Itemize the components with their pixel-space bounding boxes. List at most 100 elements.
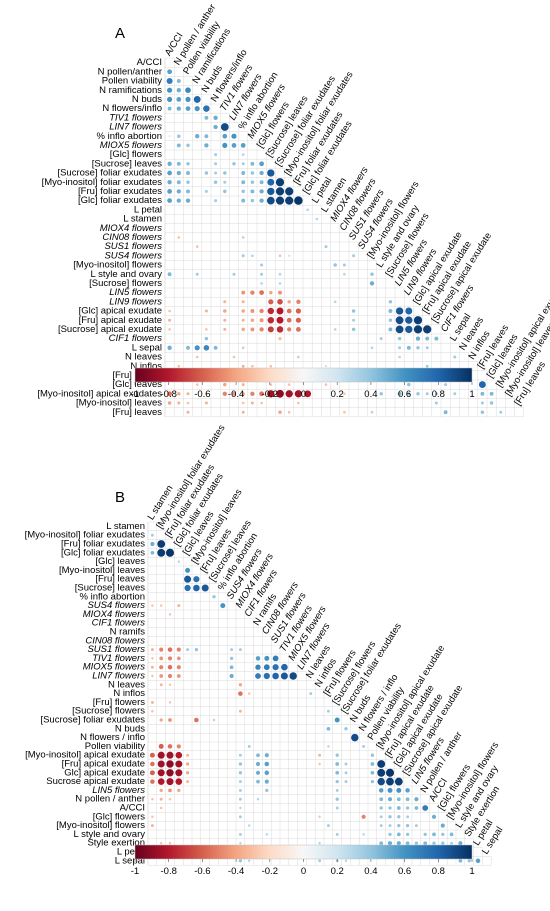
panel-a-corr-cell	[176, 79, 181, 83]
panel-a-corr-cell	[241, 410, 245, 414]
panel-b-corr-cell	[157, 540, 166, 548]
panel-b-colorbar	[134, 844, 473, 860]
panel-b-corr-cell	[168, 718, 172, 722]
panel-a-corr-cell	[250, 309, 255, 313]
panel-b-corr-cell	[388, 806, 392, 810]
panel-b-corr-cell	[265, 833, 269, 836]
panel-b-row-label-glc-leaves: [Glc] leaves	[95, 556, 145, 567]
panel-b-corr-cell	[255, 770, 261, 775]
panel-b-corr-cell	[159, 647, 164, 652]
panel-b-corr-cell	[318, 815, 321, 819]
panel-b-corr-cell	[151, 674, 154, 678]
panel-b-corr-cell	[159, 665, 164, 670]
panel-a-corr-cell	[167, 106, 172, 111]
panel-a-row-label-sus4-flowers: SUS4 flowers	[104, 250, 162, 261]
panel-b-corr-cell	[458, 841, 463, 846]
panel-a-corr-cell	[398, 346, 402, 350]
panel-a-row-label-n-flowers-inflo: N flowers/inflo	[102, 103, 162, 114]
panel-b-corr-cell	[272, 664, 279, 671]
panel-b-corr-cell	[150, 761, 155, 767]
panel-a-corr-cell	[241, 364, 245, 368]
panel-b-corr-cell	[397, 815, 401, 819]
panel-b-corr-cell	[157, 778, 165, 785]
panel-b-corr-cell	[176, 665, 181, 670]
panel-a-row-label-glc-leaves: [Glc] leaves	[112, 379, 162, 390]
panel-a-corr-cell	[379, 392, 383, 396]
panel-a-colorbar-tick-label: 0.4	[364, 389, 377, 400]
panel-a-corr-cell	[220, 123, 229, 131]
panel-a-corr-cell	[250, 161, 255, 166]
panel-b-corr-cell	[379, 797, 384, 802]
panel-b-corr-cell	[212, 595, 216, 599]
panel-b-row-label-inflo-abortion: % inflo abortion	[80, 591, 145, 602]
panel-b-corr-cell	[168, 701, 172, 704]
panel-a-corr-cell	[388, 318, 393, 322]
panel-a-corr-cell	[176, 161, 181, 166]
panel-b-corr-cell	[344, 780, 348, 784]
panel-b-row-label-n-flowers-inflo: N flowers / inflo	[80, 732, 145, 743]
panel-b-corr-cell	[431, 814, 437, 819]
panel-b-corr-cell	[386, 777, 394, 786]
panel-a-corr-cell	[185, 96, 191, 102]
panel-b-corr-cell	[370, 770, 375, 775]
panel-b-corr-cell	[405, 841, 410, 846]
panel-a-corr-cell	[480, 391, 485, 396]
panel-a-colorbar-tick-label: 0.8	[432, 389, 445, 400]
panel-a-corr-cell	[241, 189, 245, 194]
panel-b-corr-cell	[150, 550, 155, 555]
panel-b-corr-cell	[238, 648, 242, 652]
panel-a-corr-cell	[241, 392, 245, 396]
panel-a-corr-cell	[195, 272, 199, 276]
panel-b-corr-cell	[212, 718, 216, 722]
panel-b-corr-cell	[167, 673, 173, 679]
panel-a-corr-cell	[260, 401, 263, 405]
panel-b-corr-cell	[344, 771, 348, 775]
panel-a-corr-cell	[195, 383, 199, 386]
panel-a-colorbar-tick-label: -0.8	[161, 389, 177, 400]
panel-b-corr-cell	[281, 663, 288, 671]
panel-a-colorbar-tick-label: 0	[301, 389, 306, 400]
panel-a-corr-cell	[351, 327, 356, 332]
panel-b-corr-cell	[351, 733, 359, 742]
panel-a-corr-cell	[267, 307, 275, 315]
panel-a-corr-cell	[276, 307, 284, 315]
panel-a-corr-cell	[259, 290, 264, 295]
panel-b-row-label-fru-apical-exudate: [Fru] apical exudate	[62, 758, 145, 769]
panel-a-corr-cell	[499, 410, 503, 414]
panel-b-colorbar-tick-label: 0.6	[398, 866, 411, 877]
panel-a-corr-cell	[478, 381, 486, 389]
panel-b-corr-cell	[149, 752, 155, 758]
panel-b-corr-cell	[370, 762, 375, 766]
panel-a-corr-cell	[297, 401, 300, 405]
panel-a-corr-cell	[177, 401, 181, 405]
panel-a-corr-cell	[285, 187, 294, 196]
panel-a-corr-cell	[397, 336, 402, 341]
panel-b-corr-cell	[362, 833, 365, 836]
panel-a-colorbar-tick-label: 0.2	[331, 389, 344, 400]
panel-a-corr-cell	[167, 170, 172, 176]
panel-a-corr-cell	[167, 391, 172, 397]
panel-b-corr-cell	[335, 832, 339, 836]
panel-a-row-label-sus1-flowers: SUS1 flowers	[104, 241, 162, 252]
panel-a-corr-cell	[176, 170, 181, 176]
panel-a-corr-cell	[186, 410, 190, 414]
panel-a-corr-cell	[250, 391, 255, 396]
panel-b-corr-cell	[176, 674, 181, 678]
panel-b-corr-cell	[159, 656, 164, 661]
panel-b-corr-cell	[238, 753, 242, 757]
panel-b-corr-cell	[150, 824, 154, 828]
panel-b-corr-cell	[159, 718, 163, 722]
panel-a-row-label-n-ramifications: N ramifications	[99, 85, 162, 96]
panel-b-corr-cell	[370, 753, 375, 757]
panel-a-colorbar	[134, 367, 473, 383]
panel-b-corr-cell	[396, 806, 401, 810]
panel-a-corr-cell	[352, 254, 356, 258]
panel-b-colorbar-tick-label: 0	[301, 866, 306, 877]
panel-a-corr-cell	[213, 345, 218, 350]
panel-a-corr-cell	[250, 171, 255, 175]
panel-a-corr-cell	[275, 187, 285, 196]
panel-a-row-label-myo-inositol-apical-exudates: [Myo-inositol] apical exudates	[37, 388, 162, 399]
panel-a-corr-cell	[287, 383, 291, 386]
panel-b-corr-cell	[335, 762, 340, 766]
panel-b-corr-cell	[422, 805, 429, 811]
